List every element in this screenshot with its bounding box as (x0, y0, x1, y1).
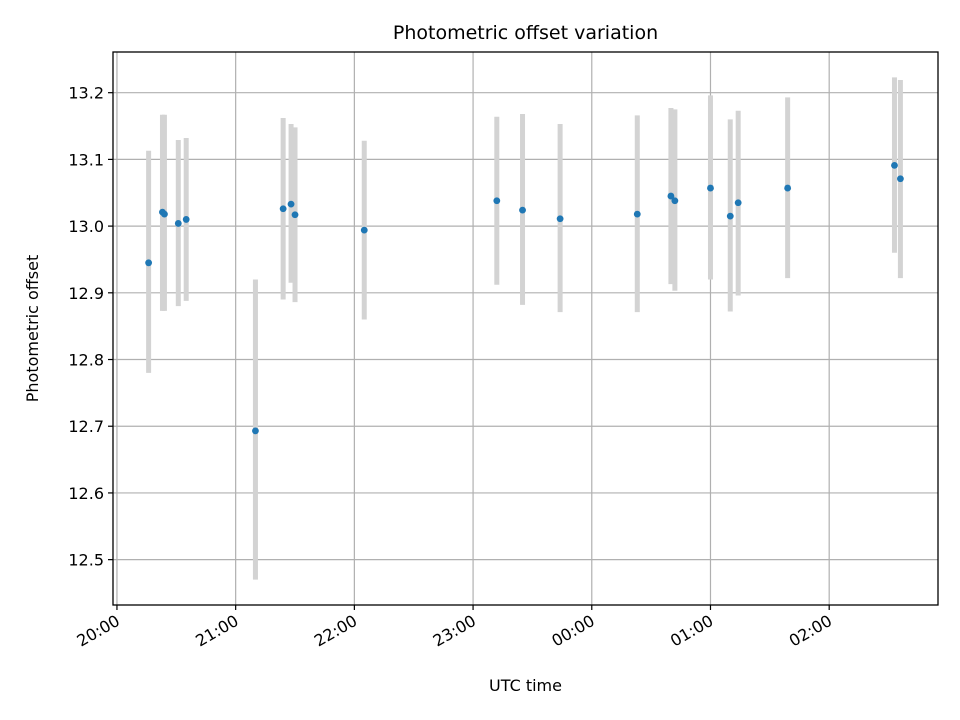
data-point (182, 216, 190, 223)
y-tick-label: 13.1 (68, 150, 104, 169)
data-point (493, 197, 501, 205)
data-point (707, 184, 714, 192)
data-point (519, 206, 526, 214)
data-point (174, 220, 182, 227)
data-point (891, 162, 898, 169)
data-point (556, 215, 564, 223)
data-point (667, 192, 675, 200)
data-point (291, 211, 299, 219)
y-tick-label: 13.0 (68, 217, 104, 236)
y-axis-label: Photometric offset (23, 255, 42, 403)
x-axis-label: UTC time (489, 676, 562, 695)
y-tick-label: 12.6 (68, 484, 104, 503)
data-point (633, 210, 641, 218)
chart-title: Photometric offset variation (393, 22, 658, 44)
y-axis-ticks: 12.5 12.6 12.7 12.8 12.9 13.0 13.1 13.2 (68, 84, 113, 570)
data-points (145, 162, 904, 435)
y-tick-label: 13.2 (68, 84, 104, 103)
data-point (287, 200, 295, 208)
data-point (360, 226, 368, 234)
y-tick-label: 12.8 (68, 351, 104, 370)
data-point (897, 175, 904, 183)
data-point (726, 212, 734, 220)
data-point (671, 197, 679, 205)
plot-frame (112, 51, 939, 606)
y-tick-label: 12.7 (68, 417, 104, 436)
data-point (161, 210, 168, 218)
y-tick-label: 12.5 (68, 551, 104, 570)
y-tick-label: 12.9 (68, 284, 104, 303)
data-point (252, 427, 259, 435)
grid (113, 52, 938, 605)
data-point (145, 259, 153, 267)
data-point (734, 199, 742, 207)
data-point (279, 205, 287, 213)
data-point (784, 184, 792, 192)
